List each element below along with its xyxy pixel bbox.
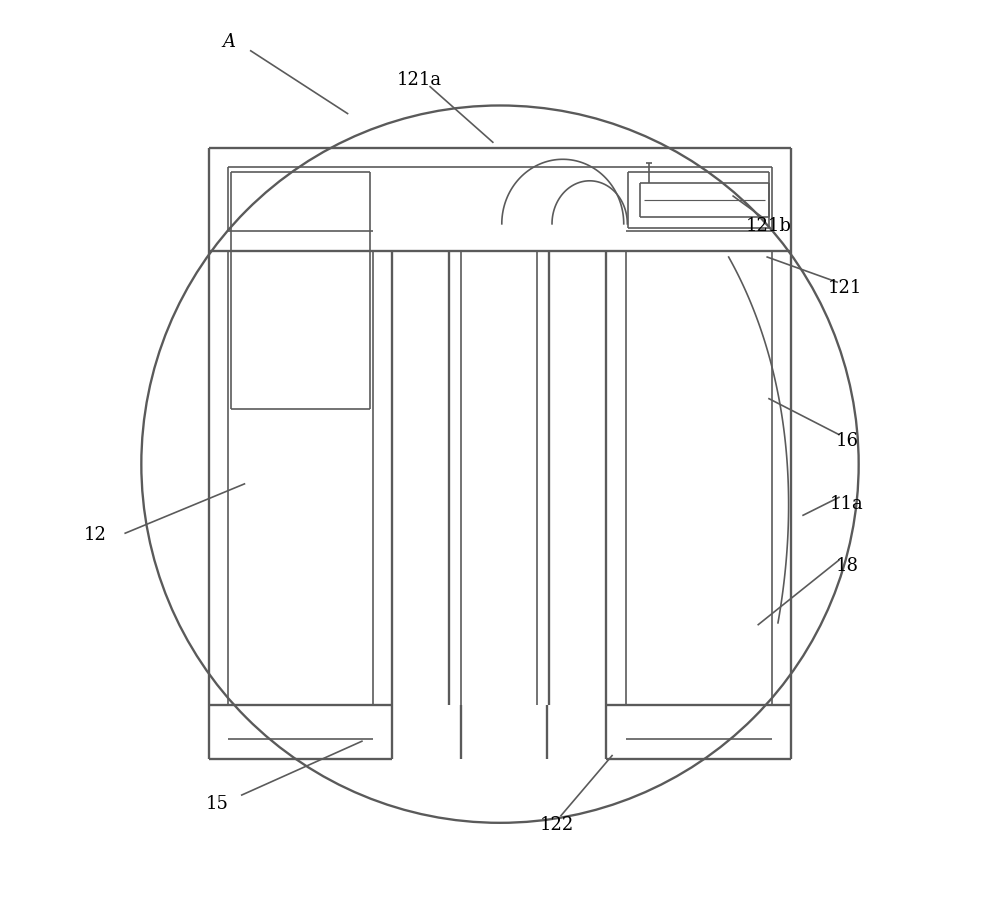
- Text: 16: 16: [836, 432, 859, 450]
- Text: 15: 15: [206, 795, 229, 813]
- Text: 18: 18: [836, 557, 859, 576]
- Text: 12: 12: [83, 526, 106, 544]
- Text: 121b: 121b: [746, 216, 792, 234]
- Text: 11a: 11a: [830, 495, 864, 512]
- Text: A: A: [223, 33, 236, 51]
- Text: 122: 122: [539, 815, 574, 834]
- Text: 121a: 121a: [397, 71, 442, 90]
- Text: 121: 121: [828, 280, 862, 298]
